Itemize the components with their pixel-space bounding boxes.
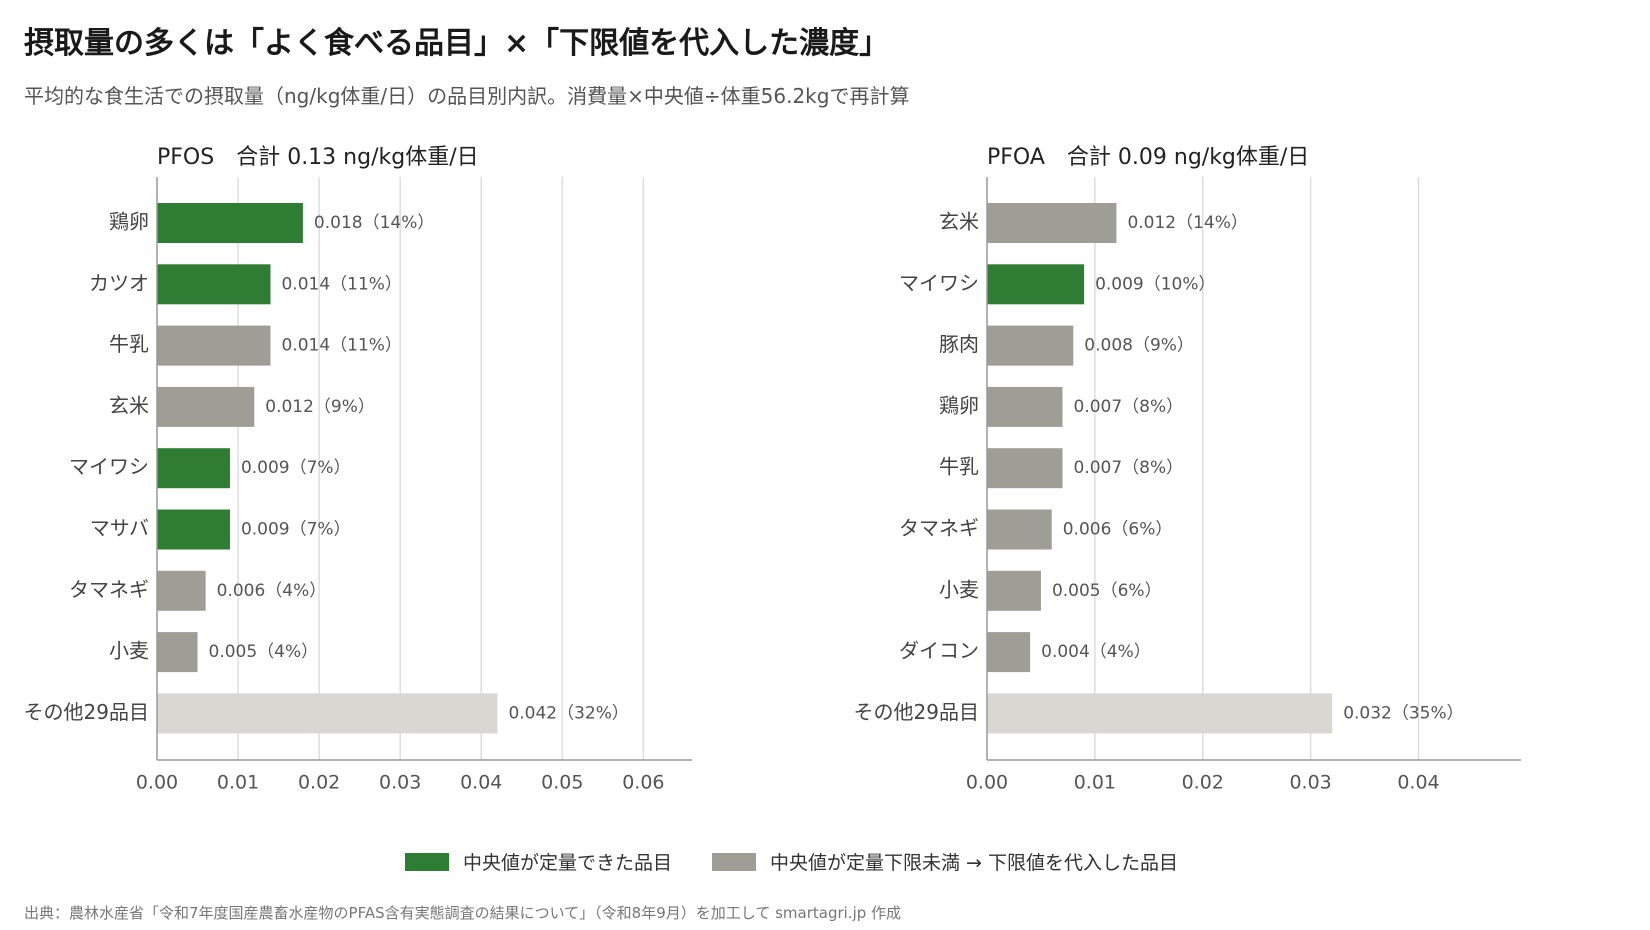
value-label: 0.005（6%）	[1052, 581, 1162, 601]
legend-label-quantified: 中央値が定量できた品目	[463, 852, 673, 874]
bar	[157, 203, 303, 243]
legend-item-quantified: 中央値が定量できた品目	[405, 848, 672, 875]
x-tick-label: 0.02	[298, 772, 340, 794]
value-label: 0.032（35%）	[1343, 703, 1463, 723]
category-label: 玄米	[109, 393, 149, 417]
value-label: 0.012（9%）	[265, 397, 375, 417]
x-tick-label: 0.01	[1074, 772, 1116, 794]
bar	[987, 509, 1052, 550]
value-label: 0.012（14%）	[1127, 213, 1247, 233]
value-label: 0.005（4%）	[209, 642, 319, 662]
bar	[987, 448, 1063, 489]
value-label: 0.006（4%）	[217, 581, 327, 601]
category-label: 牛乳	[939, 455, 979, 479]
category-label: 豚肉	[939, 332, 979, 356]
x-tick-label: 0.04	[1397, 772, 1439, 794]
value-label: 0.042（32%）	[508, 703, 628, 723]
x-tick-label: 0.04	[460, 772, 502, 794]
panel-title: PFOA 合計 0.09 ng/kg体重/日	[987, 145, 1309, 170]
x-tick-label: 0.05	[541, 772, 583, 794]
category-label: マイワシ	[899, 271, 979, 295]
bar	[157, 448, 230, 489]
value-label: 0.009（10%）	[1095, 274, 1215, 294]
category-label: ダイコン	[899, 639, 979, 663]
chart-svg: PFOA 合計 0.09 ng/kg体重/日 0.00 0.01 0.02 0.03 0.…	[854, 145, 1521, 794]
category-label: 小麦	[939, 577, 979, 601]
legend-swatch-quantified	[405, 852, 449, 871]
source-note: 出典：農林水産省「令和7年度国産農畜水産物のPFAS含有実態調査の結果について」…	[24, 904, 902, 922]
value-label: 0.009（7%）	[241, 520, 351, 540]
x-tick-label: 0.01	[217, 772, 259, 794]
category-label: 玄米	[939, 210, 979, 234]
value-label: 0.018（14%）	[314, 213, 434, 233]
pfos-chart: PFOS 合計 0.13 ng/kg体重/日 0.00 0.01 0.02 0.03 0.…	[0, 140, 760, 840]
bar	[987, 203, 1117, 243]
category-label: 小麦	[109, 639, 149, 663]
bar	[157, 632, 198, 673]
chart-svg: PFOS 合計 0.13 ng/kg体重/日 0.00 0.01 0.02 0.03 0.…	[24, 145, 692, 794]
legend-item-lower-limit: 中央値が定量下限未満 → 下限値を代入した品目	[712, 848, 1178, 875]
bar	[157, 264, 271, 305]
value-label: 0.009（7%）	[241, 458, 351, 478]
value-label: 0.014（11%）	[281, 274, 401, 294]
legend-swatch-lower-limit	[712, 852, 757, 871]
bar	[157, 570, 206, 611]
value-label: 0.007（8%）	[1074, 458, 1184, 478]
bar	[987, 693, 1333, 734]
pfoa-chart: PFOA 合計 0.09 ng/kg体重/日 0.00 0.01 0.02 0.03 0.…	[854, 140, 1620, 840]
bar	[987, 570, 1041, 611]
x-tick-label: 0.00	[966, 772, 1008, 794]
bar	[987, 386, 1063, 427]
value-label: 0.008（9%）	[1084, 336, 1194, 356]
value-label: 0.014（11%）	[281, 336, 401, 356]
value-label: 0.006（6%）	[1063, 520, 1173, 540]
category-label: 牛乳	[109, 332, 149, 356]
panel-title: PFOS 合計 0.13 ng/kg体重/日	[157, 145, 479, 170]
bar	[157, 693, 498, 734]
legend-label-lower-limit: 中央値が定量下限未満 → 下限値を代入した品目	[770, 852, 1179, 874]
bar	[987, 264, 1085, 305]
category-label: マイワシ	[69, 455, 149, 479]
page-subtitle: 平均的な食生活での摂取量（ng/kg体重/日）の品目別内訳。消費量×中央値÷体重…	[24, 84, 910, 108]
page-title: 摂取量の多くは「よく食べる品目」×「下限値を代入した濃度」	[24, 26, 890, 61]
x-tick-label: 0.06	[622, 772, 664, 794]
category-label: マサバ	[90, 516, 149, 540]
category-label: その他29品目	[854, 700, 979, 724]
x-tick-label: 0.00	[136, 772, 178, 794]
category-label: タマネギ	[69, 577, 149, 601]
category-label: カツオ	[89, 271, 149, 295]
x-tick-label: 0.03	[1289, 772, 1331, 794]
bar	[157, 509, 230, 550]
bar	[987, 325, 1074, 366]
value-label: 0.007（8%）	[1074, 397, 1184, 417]
x-tick-label: 0.03	[379, 772, 421, 794]
x-tick-label: 0.02	[1182, 772, 1224, 794]
bar	[987, 632, 1031, 673]
category-label: 鶏卵	[109, 210, 149, 234]
category-label: タマネギ	[899, 516, 979, 540]
category-label: その他29品目	[24, 700, 149, 724]
legend: 中央値が定量できた品目 中央値が定量下限未満 → 下限値を代入した品目	[405, 848, 1204, 875]
bar	[157, 325, 271, 366]
bar	[157, 386, 255, 427]
value-label: 0.004（4%）	[1041, 642, 1151, 662]
category-label: 鶏卵	[939, 393, 979, 417]
